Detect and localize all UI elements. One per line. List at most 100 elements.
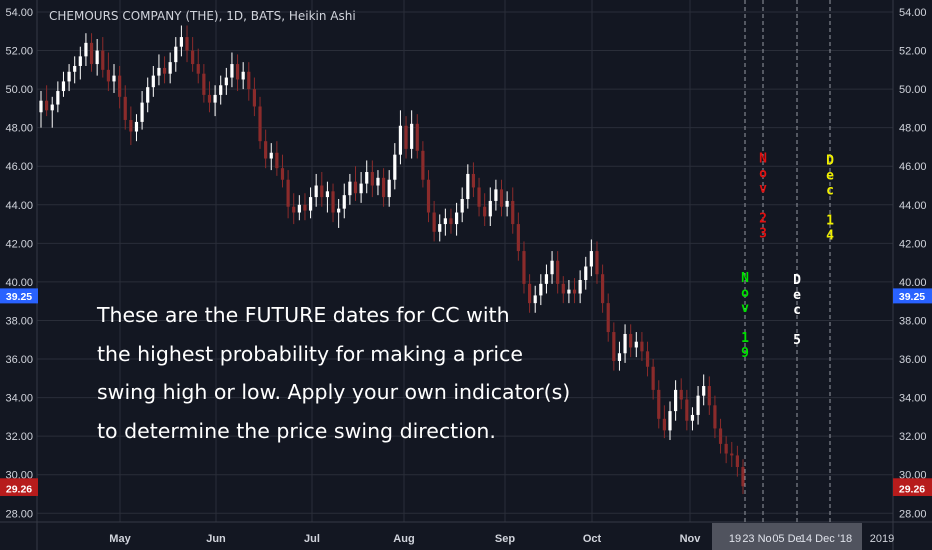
candle-body (718, 428, 723, 444)
candle-body (735, 455, 739, 468)
candle-body (668, 411, 672, 431)
future-date-label-char: N (759, 151, 767, 166)
candle-body (690, 414, 695, 421)
candle-body (449, 218, 453, 225)
candle-body (527, 283, 532, 304)
candle-body (651, 366, 655, 390)
future-date-label-char: D (826, 153, 834, 168)
candle-body (224, 77, 228, 86)
candle-body (179, 37, 183, 47)
candle-body (617, 353, 622, 361)
y-tick-label-left: 36.00 (5, 354, 33, 366)
candle-body (50, 104, 54, 111)
candle-body (297, 204, 301, 213)
x-month-label: Aug (393, 533, 414, 545)
y-tick-label-right: 50.00 (899, 84, 927, 96)
x-month-label: May (109, 533, 131, 545)
candle-body (550, 260, 554, 275)
candle-body (241, 71, 245, 80)
candle-body (499, 189, 504, 207)
y-tick-label-right: 32.00 (899, 431, 927, 443)
candle-body (89, 42, 94, 65)
candle-body (112, 75, 116, 82)
candle-body (337, 208, 341, 213)
candle-body (454, 212, 459, 225)
candle-body (157, 67, 161, 76)
candle-body (578, 279, 582, 294)
candle-body (381, 177, 386, 198)
candle-body (258, 106, 262, 142)
y-tick-label-left: 52.00 (5, 46, 33, 58)
candle-body (685, 399, 689, 421)
price-badge-right: 39.25 (899, 291, 925, 303)
y-tick-label-right: 28.00 (899, 508, 927, 520)
candle-body (134, 121, 139, 132)
chart-title: CHEMOURS COMPANY (THE), 1D, BATS, Heikin… (49, 9, 356, 23)
price-badge-right-bg (893, 480, 932, 496)
candle-body (572, 289, 577, 294)
candle-body (174, 46, 178, 63)
candle-body (702, 386, 706, 396)
price-badge-left-bg (0, 288, 38, 304)
x-date-label: 14 Dec '18 (800, 533, 852, 545)
candle-body (353, 181, 358, 194)
y-tick-label-right: 40.00 (899, 277, 927, 289)
candle-body (325, 191, 330, 198)
y-tick-label-right: 48.00 (899, 123, 927, 135)
candle-body (314, 185, 318, 198)
candle-body (280, 168, 285, 180)
candle-body (348, 181, 352, 196)
candle-body (612, 332, 616, 361)
candle-body (674, 389, 678, 412)
annotation-line: the highest probability for making a pri… (97, 341, 524, 366)
candle-body (252, 89, 257, 107)
candle-body (235, 64, 240, 80)
candle-body (544, 274, 549, 284)
candle-body (162, 67, 167, 74)
x-date-highlight (712, 523, 862, 550)
candle-body (67, 71, 71, 82)
future-date-label-char: v (741, 301, 749, 316)
annotation-line: These are the FUTURE dates for CC with (97, 303, 510, 327)
candle-body (219, 85, 223, 95)
price-badge-left: 29.26 (6, 483, 32, 495)
candle-body (741, 467, 745, 487)
candle-body (438, 224, 442, 232)
future-date-label-char: o (759, 166, 767, 181)
candle-body (488, 200, 492, 217)
y-tick-label-left: 46.00 (5, 161, 33, 173)
x-month-label: Nov (680, 533, 702, 545)
candle-body (623, 333, 627, 354)
candle-body (303, 204, 307, 211)
y-tick-label-left: 48.00 (5, 123, 33, 135)
x-date-label: 19 (729, 533, 741, 545)
candle-body (713, 405, 717, 429)
y-tick-label-left: 44.00 (5, 200, 33, 212)
y-tick-label-left: 38.00 (5, 315, 33, 327)
candle-body (73, 65, 77, 72)
candle-body (140, 102, 144, 122)
x-month-label: Sep (495, 533, 515, 545)
candle-body (275, 152, 279, 169)
candle-body (359, 183, 363, 194)
candle-body (331, 191, 335, 213)
candle-body (264, 141, 268, 159)
candle-body (398, 125, 403, 155)
candle-body (118, 75, 122, 97)
candle-body (460, 199, 464, 213)
y-tick-label-right: 34.00 (899, 393, 927, 405)
candle-body (432, 212, 436, 232)
candle-body (567, 289, 571, 294)
future-date-label-char: 4 (826, 228, 834, 243)
candle-body (196, 64, 200, 74)
y-tick-label-right: 52.00 (899, 46, 927, 58)
candle-body (370, 172, 374, 186)
candle-body (724, 443, 728, 454)
y-tick-label-left: 32.00 (5, 431, 33, 443)
future-date-label-char: e (793, 288, 801, 303)
candle-body (539, 283, 543, 296)
candle-body (230, 64, 234, 78)
future-date-label-char: c (793, 303, 801, 318)
future-date-label-char: 5 (793, 333, 801, 348)
